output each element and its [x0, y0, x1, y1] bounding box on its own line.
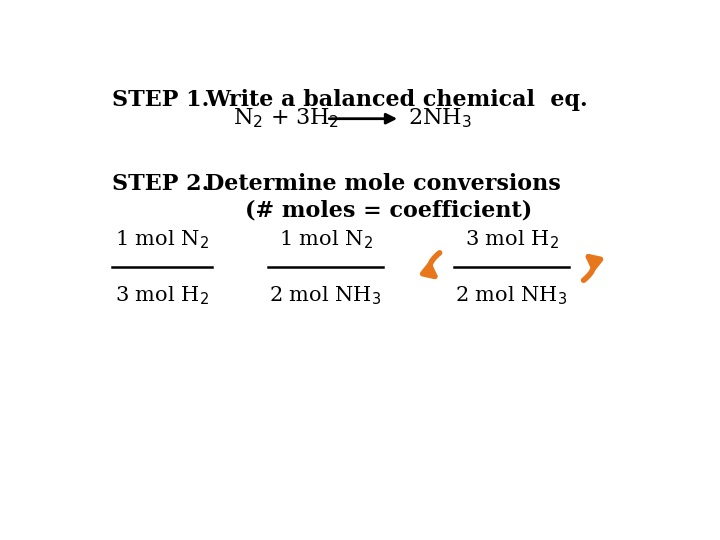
- Text: STEP 1.: STEP 1.: [112, 90, 209, 111]
- Text: 2 mol NH$_3$: 2 mol NH$_3$: [456, 284, 568, 307]
- Text: 2NH$_3$: 2NH$_3$: [408, 107, 472, 131]
- Text: 1 mol N$_2$: 1 mol N$_2$: [279, 228, 372, 251]
- Text: Determine mole conversions: Determine mole conversions: [204, 173, 560, 194]
- Text: (# moles = coefficient): (# moles = coefficient): [245, 200, 532, 221]
- Text: STEP 2.: STEP 2.: [112, 173, 209, 194]
- Text: 1 mol N$_2$: 1 mol N$_2$: [115, 228, 209, 251]
- Text: Write a balanced chemical  eq.: Write a balanced chemical eq.: [204, 90, 588, 111]
- Text: 3 mol H$_2$: 3 mol H$_2$: [464, 228, 559, 251]
- Text: 2 mol NH$_3$: 2 mol NH$_3$: [269, 284, 382, 307]
- Text: 3 mol H$_2$: 3 mol H$_2$: [115, 284, 209, 307]
- Text: N$_2$ + 3H$_2$: N$_2$ + 3H$_2$: [233, 107, 339, 131]
